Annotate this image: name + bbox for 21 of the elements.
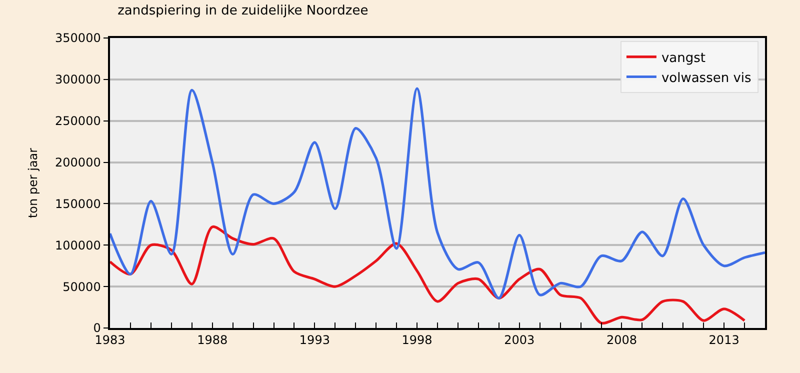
x-tick-label: 2008	[606, 333, 637, 348]
x-tick-label: 1988	[197, 333, 228, 348]
y-tick-label: 250000	[55, 114, 101, 128]
x-tick-label: 1983	[94, 333, 126, 348]
y-tick-label: 300000	[55, 72, 101, 87]
y-tick-label: 200000	[55, 155, 101, 170]
y-axis-title: ton per jaar	[26, 148, 40, 218]
y-tick-label: 50000	[62, 280, 101, 294]
x-tick-label: 1998	[402, 333, 432, 348]
legend-label: vangst	[661, 50, 706, 66]
x-tick-label: 2003	[504, 333, 535, 348]
chart-title: zandspiering in de zuidelijke Noordzee	[118, 4, 368, 19]
x-tick-label: 1993	[299, 333, 330, 348]
y-tick-label: 100000	[55, 238, 101, 252]
line-series	[110, 226, 746, 324]
y-tick-label: 150000	[55, 196, 101, 211]
legend-label: volwassen vis	[661, 70, 752, 86]
line-series	[110, 87, 765, 300]
y-tick-label: 350000	[55, 31, 101, 46]
y-tick-label: 0	[93, 321, 101, 336]
x-tick-label: 2013	[708, 333, 740, 348]
